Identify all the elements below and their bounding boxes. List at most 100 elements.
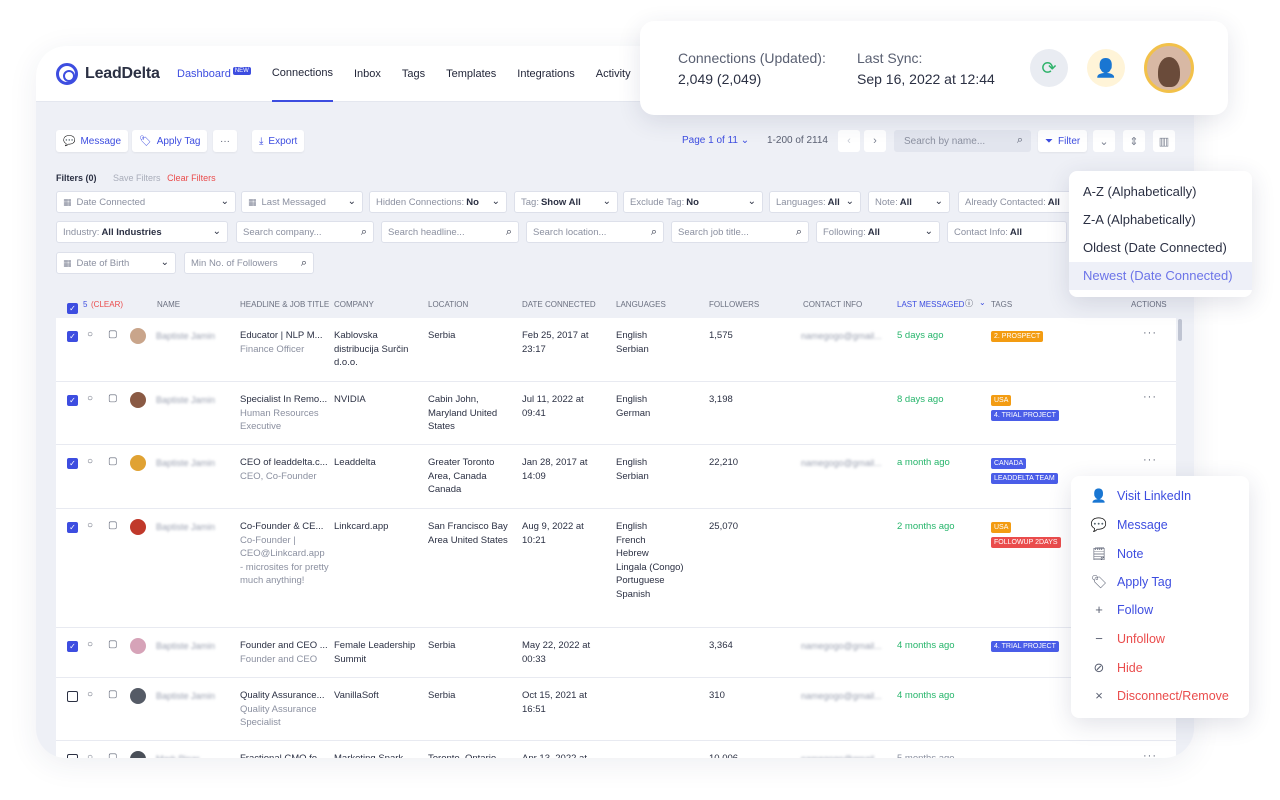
already-contacted-filter[interactable]: Already Contacted: All: [958, 191, 1078, 213]
headline-search-input[interactable]: Search headline... ⌕: [381, 221, 519, 243]
message-button[interactable]: 💬 Message: [56, 130, 129, 152]
nav-inbox[interactable]: Inbox: [353, 68, 381, 80]
chat-icon[interactable]: ○: [87, 393, 94, 404]
table-row[interactable]: ✓ ○ ▢ Baptiste Jamin Founder and CEO ... Foun…: [56, 628, 1176, 678]
follow-action[interactable]: + Follow: [1089, 602, 1153, 617]
contact-info-filter[interactable]: Contact Info: All: [947, 221, 1067, 243]
note-icon[interactable]: ▢: [108, 329, 118, 340]
sort-az[interactable]: A-Z (Alphabetically): [1083, 184, 1197, 199]
avatar[interactable]: [130, 751, 146, 758]
row-actions-button[interactable]: ···: [1143, 454, 1157, 466]
filter-dropdown-button[interactable]: ⌄: [1093, 130, 1115, 152]
sort-button[interactable]: ⇕: [1123, 130, 1145, 152]
add-user-icon[interactable]: 👤: [1087, 49, 1125, 87]
nav-activity[interactable]: Activity: [595, 68, 631, 80]
chat-icon[interactable]: ○: [87, 752, 94, 758]
last-messaged-filter[interactable]: ▦ Last Messaged ⌄: [241, 191, 363, 213]
nav-templates[interactable]: Templates: [446, 68, 497, 80]
contact-info-cell[interactable]: namegogo@gmail...: [801, 691, 882, 701]
row-actions-button[interactable]: ···: [1143, 391, 1157, 403]
nav-tags[interactable]: Tags: [401, 68, 426, 80]
nav-integrations[interactable]: Integrations: [517, 68, 575, 80]
col-location[interactable]: LOCATION: [428, 300, 469, 309]
filter-button[interactable]: ⏷ Filter: [1038, 130, 1088, 152]
next-page-button[interactable]: ›: [864, 130, 886, 152]
col-headline[interactable]: HEADLINE & JOB TITLE: [240, 300, 330, 309]
contact-info-cell[interactable]: namegogo@gmail...: [801, 458, 882, 468]
note-icon[interactable]: ▢: [108, 456, 118, 467]
sort-chevron-icon[interactable]: ⌄: [979, 298, 986, 307]
row-actions-button[interactable]: ···: [1143, 750, 1157, 758]
avatar[interactable]: [130, 638, 146, 654]
note-icon[interactable]: ▢: [108, 752, 118, 758]
col-company[interactable]: COMPANY: [334, 300, 374, 309]
exclude-tag-filter[interactable]: Exclude Tag: No ⌄: [623, 191, 763, 213]
connection-name[interactable]: Baptiste Jamin: [156, 641, 216, 651]
tag-badge[interactable]: USA: [991, 395, 1012, 406]
chat-icon[interactable]: ○: [87, 456, 94, 467]
connection-name[interactable]: Baptiste Jamin: [156, 522, 216, 532]
table-row[interactable]: ✓ ○ ▢ Baptiste Jamin Educator | NLP M... Fina…: [56, 318, 1176, 382]
tag-badge[interactable]: CANADA: [991, 458, 1027, 469]
connection-name[interactable]: Baptiste Jamin: [156, 691, 216, 701]
table-row[interactable]: ✓ ○ ▢ Baptiste Jamin CEO of leaddelta.c... CE…: [56, 445, 1176, 509]
col-name[interactable]: NAME: [157, 300, 181, 309]
location-search-input[interactable]: Search location... ⌕: [526, 221, 664, 243]
columns-button[interactable]: ▥: [1153, 130, 1175, 152]
apply-tag-action[interactable]: 🏷 Apply Tag: [1090, 574, 1172, 589]
avatar[interactable]: [130, 328, 146, 344]
avatar[interactable]: [130, 455, 146, 471]
contact-info-cell[interactable]: namegogo@gmail...: [801, 754, 882, 758]
avatar[interactable]: [1144, 43, 1194, 93]
note-icon[interactable]: ▢: [108, 639, 118, 650]
message-action[interactable]: 💬 Message: [1090, 517, 1168, 532]
col-tags[interactable]: TAGS: [991, 300, 1013, 309]
tag-badge[interactable]: FOLLOWUP 2DAYS: [991, 537, 1061, 548]
row-checkbox[interactable]: ✓: [67, 641, 78, 652]
languages-filter[interactable]: Languages: All ⌄: [769, 191, 861, 213]
name-search-input[interactable]: Search by name... ⌕: [894, 130, 1031, 152]
job-title-search-input[interactable]: Search job title... ⌕: [671, 221, 809, 243]
chat-icon[interactable]: ○: [87, 689, 94, 700]
industry-filter[interactable]: Industry: All Industries ⌄: [56, 221, 228, 243]
note-action[interactable]: 🗒 Note: [1090, 546, 1144, 561]
table-row[interactable]: ○ ▢ Mark Pinar Fractional CMO fo...Principa…: [56, 741, 1176, 758]
clear-filters-link[interactable]: Clear Filters: [167, 173, 216, 183]
hide-action[interactable]: ⊘ Hide: [1089, 660, 1143, 676]
sort-newest[interactable]: Newest (Date Connected): [1069, 262, 1252, 290]
avatar[interactable]: [130, 688, 146, 704]
note-icon[interactable]: ▢: [108, 393, 118, 404]
connection-name[interactable]: Baptiste Jamin: [156, 458, 216, 468]
refresh-icon[interactable]: ⟳: [1030, 49, 1068, 87]
tag-badge[interactable]: 4. TRIAL PROJECT: [991, 410, 1059, 421]
row-checkbox[interactable]: ✓: [67, 395, 78, 406]
col-contact-info[interactable]: CONTACT INFO: [803, 300, 863, 309]
following-filter[interactable]: Following: All ⌄: [816, 221, 940, 243]
clear-selection-link[interactable]: (CLEAR): [91, 300, 124, 309]
disconnect-action[interactable]: × Disconnect/Remove: [1089, 688, 1229, 703]
connection-name[interactable]: Baptiste Jamin: [156, 331, 216, 341]
note-icon[interactable]: ▢: [108, 689, 118, 700]
apply-tag-button[interactable]: 🏷 Apply Tag: [132, 130, 208, 152]
chat-icon[interactable]: ○: [87, 639, 94, 650]
prev-page-button[interactable]: ‹: [838, 130, 860, 152]
sort-za[interactable]: Z-A (Alphabetically): [1083, 212, 1196, 227]
tag-badge[interactable]: 2. PROSPECT: [991, 331, 1044, 342]
save-filters-link[interactable]: Save Filters: [113, 173, 161, 183]
row-checkbox[interactable]: ✓: [67, 522, 78, 533]
date-connected-filter[interactable]: ▦ Date Connected ⌄: [56, 191, 236, 213]
row-checkbox[interactable]: [67, 691, 78, 702]
date-of-birth-filter[interactable]: ▦ Date of Birth ⌄: [56, 252, 176, 274]
page-selector[interactable]: Page 1 of 11 ⌄: [682, 135, 750, 146]
table-scrollbar[interactable]: [1178, 319, 1182, 341]
logo[interactable]: LeadDelta: [56, 63, 160, 85]
min-followers-input[interactable]: Min No. of Followers ⌕: [184, 252, 314, 274]
col-followers[interactable]: FOLLOWERS: [709, 300, 760, 309]
export-button[interactable]: ⤓ Export: [252, 130, 305, 152]
unfollow-action[interactable]: − Unfollow: [1089, 631, 1165, 646]
chat-icon[interactable]: ○: [87, 329, 94, 340]
company-search-input[interactable]: Search company... ⌕: [236, 221, 374, 243]
connection-name[interactable]: Mark Pinar: [156, 754, 200, 758]
col-date-connected[interactable]: DATE CONNECTED: [522, 300, 596, 309]
table-row[interactable]: ✓ ○ ▢ Baptiste Jamin Specialist In Remo... Hu…: [56, 382, 1176, 445]
